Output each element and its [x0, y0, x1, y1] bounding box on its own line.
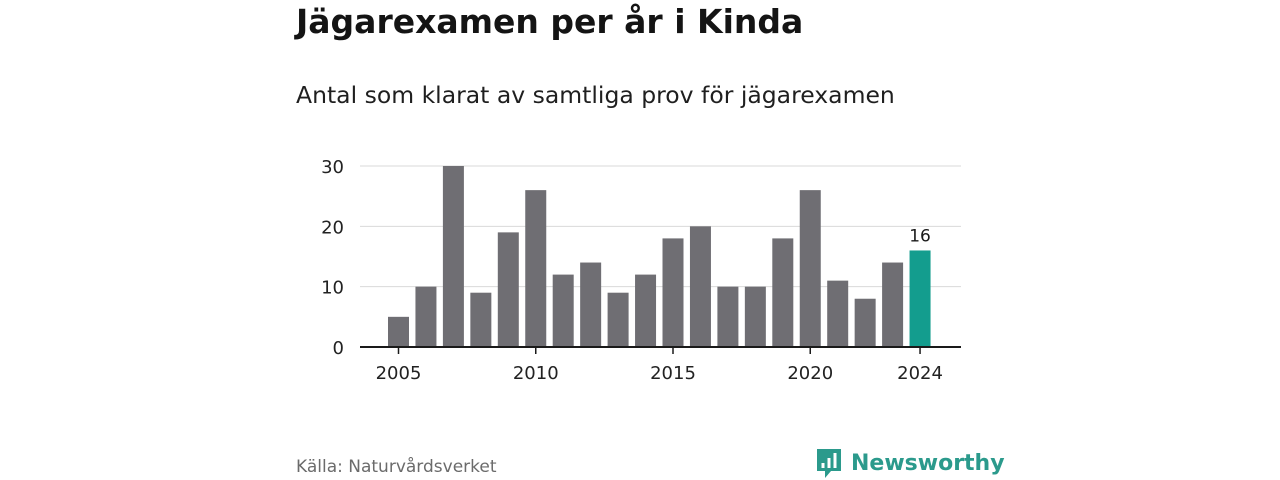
brand-name: Newsworthy: [851, 450, 1005, 476]
x-tick-label: 2020: [787, 363, 833, 384]
y-tick-label: 20: [321, 217, 344, 238]
bar: [744, 286, 766, 347]
data-label: 16: [909, 226, 931, 246]
bar: [717, 286, 739, 347]
y-tick-label: 10: [321, 278, 344, 299]
bar: [662, 238, 684, 347]
bar: [799, 190, 821, 347]
bar: [909, 250, 931, 347]
newsworthy-logo-icon: [817, 449, 841, 478]
bar: [827, 280, 849, 347]
bar: [470, 292, 492, 347]
source-note: Källa: Naturvårdsverket: [296, 457, 497, 477]
bar: [580, 262, 602, 347]
bar: [415, 286, 437, 347]
bar: [635, 274, 657, 347]
chart-subtitle: Antal som klarat av samtliga prov för jä…: [296, 81, 895, 109]
chart-title: Jägarexamen per år i Kinda: [296, 2, 804, 41]
bar: [607, 292, 629, 347]
y-tick-label: 30: [321, 157, 344, 178]
bar: [854, 298, 876, 347]
bar: [552, 274, 574, 347]
bar: [497, 232, 519, 347]
bar: [525, 190, 547, 347]
bar: [442, 166, 464, 347]
x-tick-label: 2024: [897, 363, 943, 384]
bar: [882, 262, 904, 347]
bar: [388, 316, 409, 347]
x-tick-label: 2015: [650, 363, 696, 384]
brand: Newsworthy: [815, 446, 1005, 480]
x-tick-label: 2010: [513, 363, 559, 384]
y-tick-label: 0: [333, 338, 344, 359]
bar: [689, 226, 711, 347]
x-tick-label: 2005: [376, 363, 422, 384]
bar: [772, 238, 794, 347]
